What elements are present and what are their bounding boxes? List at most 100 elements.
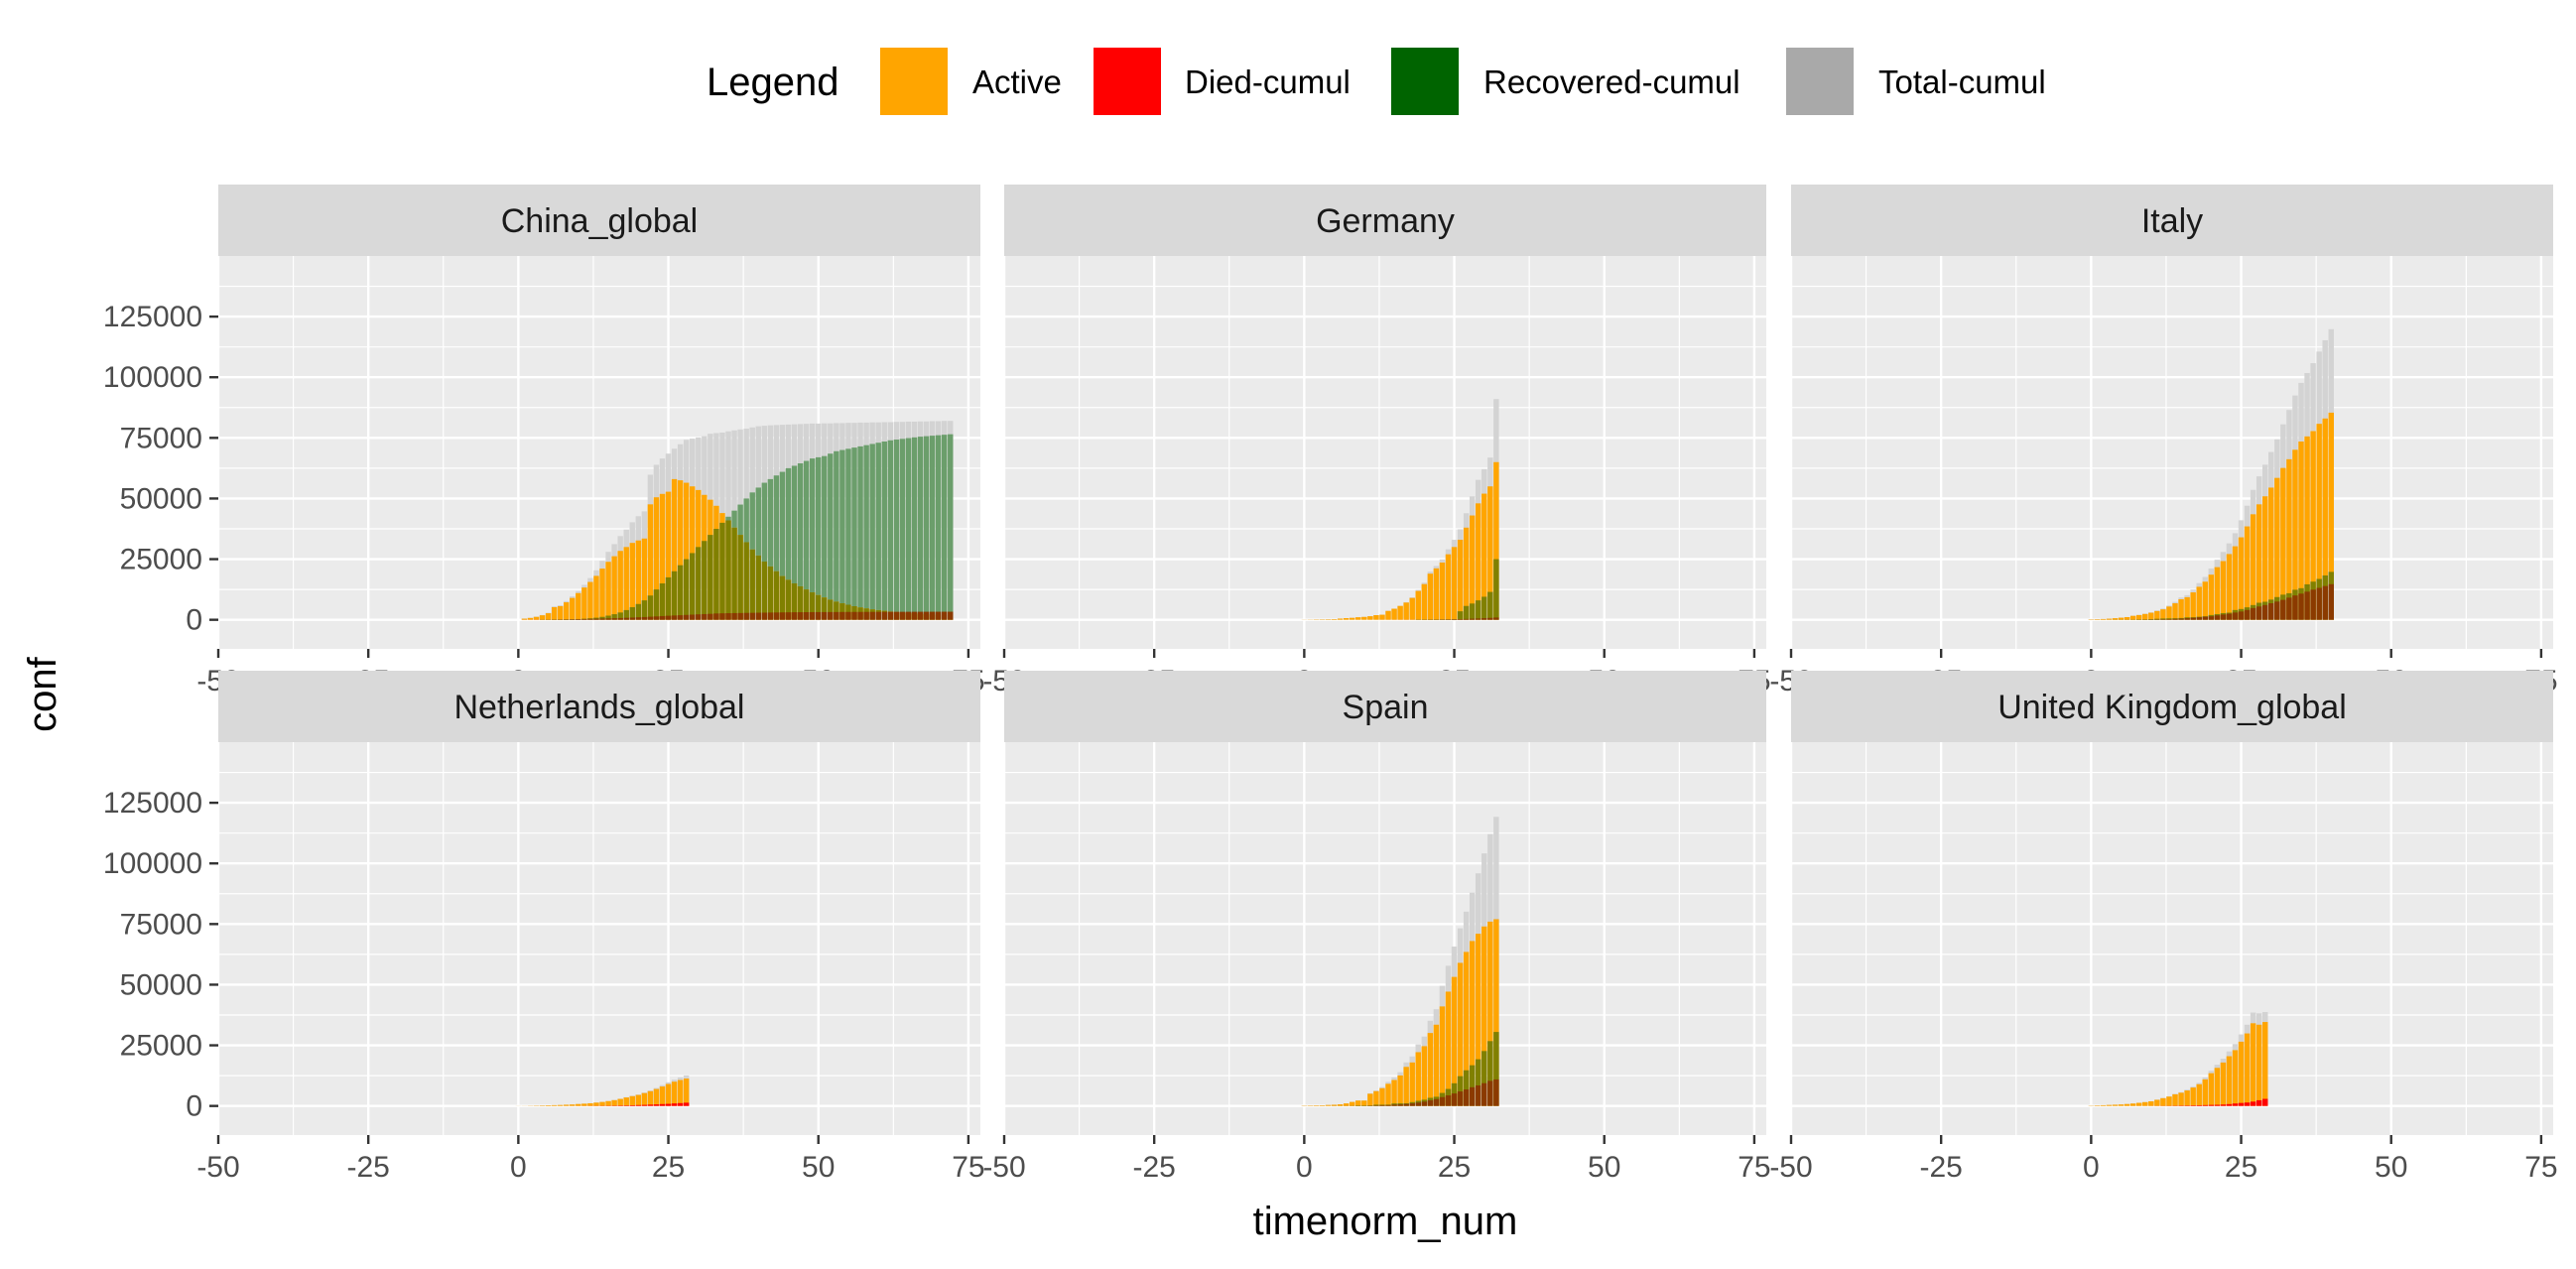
bar-died (2280, 599, 2286, 620)
bar-active (1481, 926, 1487, 1106)
bar-active (1361, 616, 1367, 620)
bar-active (2220, 561, 2227, 620)
panel-background (1791, 256, 2553, 649)
bars (2088, 328, 2334, 620)
bar-died (749, 612, 755, 620)
bar-active (564, 602, 570, 620)
x-axis-title: timenorm_num (1253, 1200, 1518, 1243)
bar-recovered-overlap (1476, 1059, 1481, 1106)
bar-died (834, 611, 839, 620)
bar-recovered (839, 449, 845, 604)
bar-died (1487, 617, 1493, 620)
bar-active (1439, 1006, 1446, 1106)
bar-active (683, 1079, 690, 1106)
bar-active (1337, 618, 1344, 620)
bar-active (557, 1104, 564, 1106)
bar-recovered (725, 516, 731, 521)
bar-recovered-overlap (593, 617, 599, 620)
bar-recovered-overlap (677, 565, 684, 620)
bar-active (2154, 1099, 2160, 1106)
bar-died (839, 611, 845, 620)
facet-strip-label: Germany (1316, 202, 1455, 240)
bar-died (2208, 1104, 2215, 1106)
bar-recovered (767, 478, 774, 567)
bar-died (605, 618, 611, 620)
bar-recovered (881, 442, 887, 611)
bar-active (2274, 477, 2280, 620)
bar-died (2244, 609, 2251, 620)
bar-died (683, 1102, 690, 1106)
bar-died (2250, 1101, 2256, 1106)
bar-died (2298, 593, 2304, 620)
bar-died (2220, 614, 2227, 620)
bar-died (1385, 1104, 1391, 1106)
panel-united-kingdom-global: United Kingdom_global -50 -25 0 25 50 75 (1769, 671, 2558, 1184)
bar-died (2322, 585, 2328, 620)
bar-active (2310, 431, 2316, 620)
bar-died (647, 1104, 654, 1106)
bar-active (653, 1088, 660, 1106)
bar-died (1427, 1100, 1434, 1106)
bar-active (2255, 1024, 2262, 1106)
bar-died (929, 611, 936, 620)
bar-died (773, 612, 780, 620)
x-tick-label: 25 (2225, 1151, 2257, 1184)
y-axis-title: conf (21, 656, 64, 731)
y-tick-label: 50000 (120, 968, 202, 1001)
bar-active (641, 1092, 648, 1106)
bar-recovered-overlap (791, 583, 798, 620)
bar-active (629, 1095, 635, 1106)
bar-died (935, 611, 942, 620)
bar-died (2214, 615, 2221, 620)
y-tick-label: 100000 (103, 847, 202, 880)
bar-died (629, 617, 635, 620)
bar-active (1367, 1093, 1373, 1106)
bar-died (2238, 611, 2245, 620)
bar-died (779, 612, 786, 620)
bar-died (1476, 1084, 1481, 1106)
bar-active (2202, 1079, 2208, 1106)
facet-strip (1004, 185, 1766, 256)
bar-active (2172, 603, 2178, 620)
bar-active (611, 1099, 617, 1106)
bar-died (2262, 1098, 2268, 1106)
bar-died (1463, 1089, 1470, 1106)
bar-active (2190, 592, 2196, 620)
bar-active (2316, 424, 2322, 620)
bar-active (2154, 610, 2160, 620)
bar-recovered (731, 510, 737, 528)
bar-recovered (773, 475, 780, 571)
x-tick-label: 0 (1296, 1151, 1313, 1184)
bar-recovered-overlap (611, 614, 617, 620)
legend-entry-total: Total-cumul (1786, 48, 2046, 115)
bar-active (545, 613, 552, 620)
bar-active (1415, 1052, 1421, 1106)
bar-active (1331, 619, 1338, 620)
bar-recovered (929, 436, 936, 615)
bar-recovered-overlap (702, 541, 708, 620)
bar-died (2316, 587, 2322, 620)
bar-recovered (791, 465, 798, 583)
bar-active (647, 504, 654, 620)
bar-died (2268, 602, 2274, 620)
bar-died (683, 614, 690, 620)
bar-active (2304, 436, 2310, 620)
bar-active (1457, 962, 1464, 1106)
x-tick-label: -25 (1133, 1151, 1176, 1184)
bar-died (2220, 1104, 2227, 1106)
bar-recovered (737, 504, 743, 536)
bar-died (923, 611, 930, 620)
x-tick-label: -50 (982, 1151, 1025, 1184)
bar-recovered (822, 455, 828, 598)
bar-active (1409, 1062, 1415, 1106)
bar-active (1313, 1105, 1320, 1106)
bar-active (2232, 546, 2239, 620)
bar-active (2166, 1096, 2172, 1106)
legend-title: Legend (707, 61, 838, 104)
bar-recovered-overlap (623, 609, 629, 620)
bar-active (1403, 602, 1409, 620)
bar-active (2178, 1092, 2184, 1106)
bar-active (2292, 449, 2298, 620)
bar-recovered-overlap (2154, 618, 2160, 620)
